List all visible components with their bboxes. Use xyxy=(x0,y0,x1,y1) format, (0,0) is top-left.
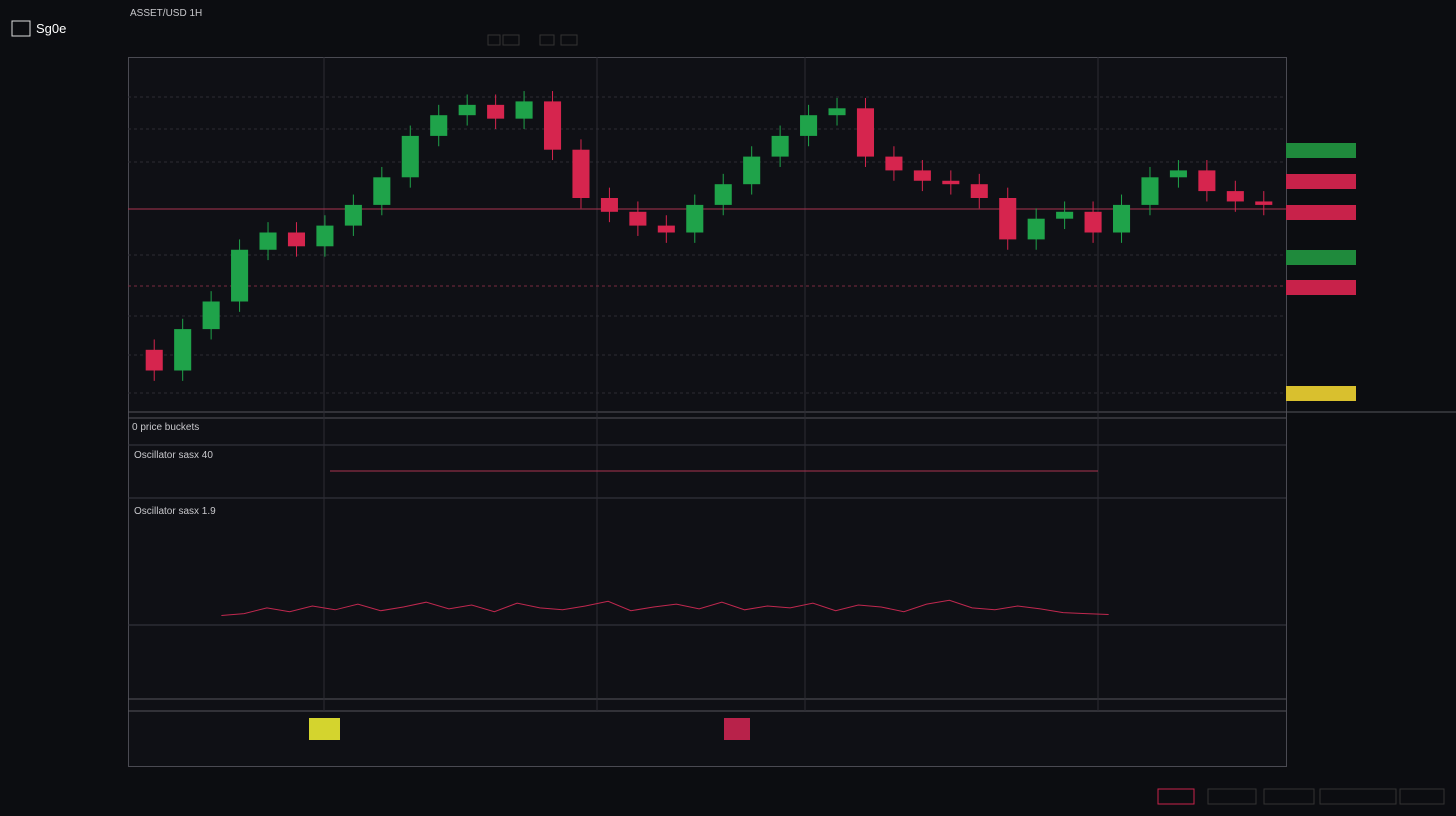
candle-body xyxy=(515,101,533,119)
button[interactable] xyxy=(1207,788,1257,805)
candle-body xyxy=(430,115,448,136)
candle-body xyxy=(743,156,761,185)
candle-body xyxy=(287,232,306,247)
candle-body xyxy=(771,135,789,157)
price-tag xyxy=(1286,280,1356,295)
candle-body xyxy=(1056,211,1074,219)
candle-body xyxy=(856,108,875,157)
indicator-line xyxy=(221,599,1109,616)
candle-body xyxy=(202,301,220,330)
candle-body xyxy=(1169,170,1187,178)
candle-body xyxy=(1198,170,1216,192)
candle-body xyxy=(1027,218,1045,240)
candle-body xyxy=(629,211,647,226)
button[interactable] xyxy=(1319,788,1397,805)
logo: Sg0e xyxy=(36,21,66,36)
candle-body xyxy=(259,232,277,250)
button[interactable] xyxy=(1399,788,1445,805)
candle-body xyxy=(1226,191,1244,202)
candle-body xyxy=(316,225,334,247)
ticker: ASSET/USD 1H xyxy=(130,8,202,19)
candle-body xyxy=(543,101,562,150)
candle-body xyxy=(970,184,988,198)
tool-button[interactable] xyxy=(539,34,555,46)
price-tag xyxy=(1286,205,1356,220)
candle-body xyxy=(686,204,704,233)
candle-body xyxy=(999,198,1017,240)
price-tag xyxy=(1286,250,1356,265)
candle-body xyxy=(1141,177,1159,205)
candle-body xyxy=(458,104,476,116)
candle-body xyxy=(1084,211,1102,233)
tool-button[interactable] xyxy=(502,34,520,46)
candle-body xyxy=(1112,204,1131,233)
time-highlight xyxy=(724,718,750,740)
plot xyxy=(145,91,1273,616)
candle-body xyxy=(714,184,732,205)
candle-body xyxy=(373,177,391,205)
panel-title: Oscillator sasx 1.9 xyxy=(134,506,216,517)
candle-body xyxy=(401,135,419,178)
button[interactable] xyxy=(1157,788,1195,805)
candle-body xyxy=(600,198,618,212)
panel-title: Oscillator sasx 40 xyxy=(134,450,213,461)
logo-box xyxy=(11,20,31,37)
candle-body xyxy=(231,249,249,302)
candle-body xyxy=(344,204,362,226)
candle-body xyxy=(885,156,903,171)
candle-body xyxy=(174,329,192,371)
candle-body xyxy=(145,349,163,371)
candle-body xyxy=(572,149,590,198)
price-tag xyxy=(1286,386,1356,401)
grid xyxy=(128,57,1286,711)
candle-body xyxy=(1255,201,1273,205)
price-tag xyxy=(1286,143,1356,158)
toolbar[interactable] xyxy=(487,34,578,46)
candle-body xyxy=(828,108,846,116)
tool-button[interactable] xyxy=(487,34,501,46)
candle-body xyxy=(657,225,675,233)
candle-body xyxy=(487,104,505,119)
time-highlight xyxy=(309,718,340,740)
price-tag xyxy=(1286,174,1356,189)
panel-title: 0 price buckets xyxy=(132,422,199,433)
button[interactable] xyxy=(1263,788,1315,805)
candle-body xyxy=(800,115,818,136)
candle-body xyxy=(942,180,960,185)
tool-button[interactable] xyxy=(560,34,578,46)
candle-body xyxy=(913,170,931,181)
